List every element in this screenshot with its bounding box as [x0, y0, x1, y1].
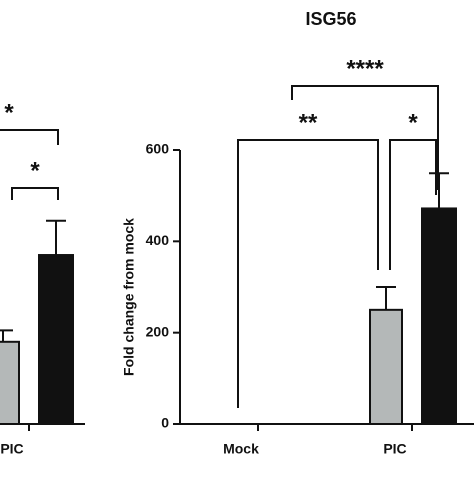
significance-label: **** — [346, 55, 384, 82]
chart-title: ISG56 — [305, 9, 356, 29]
bar — [369, 308, 403, 426]
y-tick-label: 600 — [146, 141, 170, 157]
error-bar — [0, 329, 13, 342]
error-bar — [46, 219, 66, 256]
significance-label: * — [30, 157, 40, 184]
significance-bracket — [11, 187, 59, 200]
x-tick-label: Mock — [223, 441, 259, 457]
significance-label: * — [408, 109, 418, 136]
y-tick-label: 200 — [146, 323, 170, 339]
x-tick-label: PIC — [383, 441, 406, 457]
significance-bracket — [291, 85, 439, 190]
y-axis-label: Fold change from mock — [121, 218, 137, 376]
significance-bracket — [237, 139, 379, 408]
y-tick-label: 0 — [161, 415, 169, 431]
significance-bracket — [0, 129, 59, 145]
x-tick-label: PIC — [0, 441, 23, 457]
significance-label: * — [4, 99, 14, 126]
error-bar — [376, 286, 396, 310]
bar — [421, 207, 457, 425]
bar — [0, 340, 20, 425]
significance-bracket — [389, 139, 437, 270]
significance-label: ** — [299, 109, 318, 136]
bar — [38, 254, 74, 425]
y-tick-label: 400 — [146, 232, 170, 248]
